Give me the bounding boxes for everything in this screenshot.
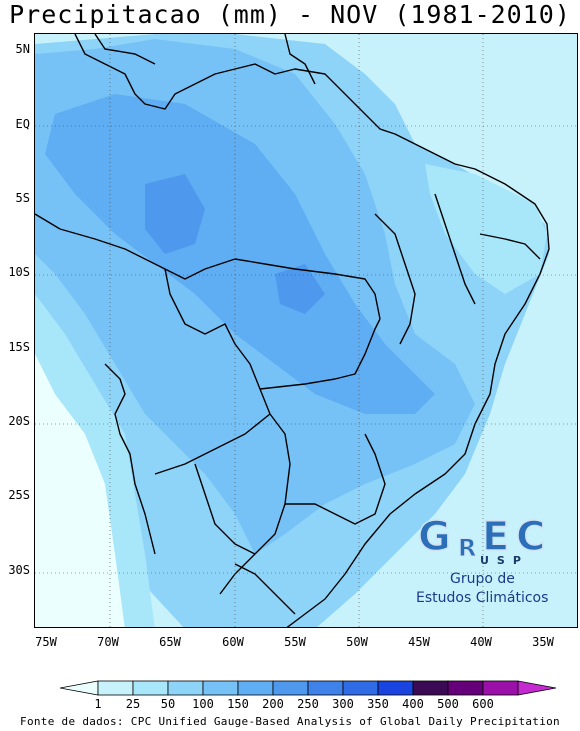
colorbar-swatch: [132, 680, 169, 696]
lon-label-60w: 60W: [222, 635, 244, 649]
map-canvas: [35, 34, 577, 627]
svg-text:R: R: [458, 534, 476, 562]
data-source: Fonte de dados: CPC Unified Gauge-Based …: [20, 715, 560, 728]
colorbar-level-label: 250: [297, 697, 319, 711]
lat-label-5n: 5N: [15, 42, 30, 56]
colorbar-level-label: 600: [472, 697, 494, 711]
lat-label-15s: 15S: [8, 340, 30, 354]
colorbar-level-label: 1: [94, 697, 102, 711]
graticule: [35, 34, 577, 627]
logo-usp: USP: [480, 554, 529, 567]
lon-label-75w: 75W: [35, 635, 57, 649]
lon-label-65w: 65W: [159, 635, 181, 649]
colorbar-level-label: 150: [227, 697, 249, 711]
map-title: Precipitacao (mm) - NOV (1981-2010): [9, 0, 571, 29]
colorbar-level-label: 25: [125, 697, 141, 711]
precip-region-max2: [275, 264, 325, 314]
lon-label-45w: 45W: [408, 635, 430, 649]
logo-line2: Estudos Climáticos: [416, 590, 549, 606]
logo-line1: Grupo de: [450, 571, 515, 587]
colorbar-swatch: [202, 680, 239, 696]
colorbar-arrow-low: [60, 680, 99, 696]
colorbar-level-label: 100: [192, 697, 214, 711]
colorbar-level-label: 500: [437, 697, 459, 711]
precip-region-core: [45, 94, 435, 414]
lat-label-30s: 30S: [8, 563, 30, 577]
grec-logo: G R E C USP Grupo de Estudos Climáticos: [416, 512, 556, 612]
colorbar-level-label: 350: [367, 697, 389, 711]
precipitation-map: [34, 33, 578, 628]
colorbar-arrow-high: [517, 680, 556, 696]
colorbar-level-label: 300: [332, 697, 354, 711]
colorbar-swatch: [447, 680, 484, 696]
svg-text:E: E: [482, 514, 509, 560]
grec-logo-mark: G R E C: [417, 513, 546, 562]
svg-text:G: G: [418, 514, 451, 560]
colorbar-swatch: [237, 680, 274, 696]
lon-label-35w: 35W: [532, 635, 554, 649]
lat-label-10s: 10S: [8, 265, 30, 279]
lon-label-55w: 55W: [284, 635, 306, 649]
lon-label-70w: 70W: [97, 635, 119, 649]
precip-region-andes-dry: [35, 354, 125, 627]
colorbar: [60, 680, 556, 696]
colorbar-level-label: 400: [402, 697, 424, 711]
colorbar-swatch: [482, 680, 519, 696]
colorbar-swatch: [342, 680, 379, 696]
precip-region-max: [145, 174, 205, 254]
colorbar-swatch: [272, 680, 309, 696]
colorbar-swatch: [97, 680, 134, 696]
colorbar-swatch: [412, 680, 449, 696]
colorbar-level-label: 50: [160, 697, 176, 711]
colorbar-level-label: 200: [262, 697, 284, 711]
lat-label-5s: 5S: [15, 191, 30, 205]
lat-label-eq: EQ: [15, 117, 30, 131]
lon-label-50w: 50W: [346, 635, 368, 649]
lon-label-40w: 40W: [470, 635, 492, 649]
colorbar-swatch: [377, 680, 414, 696]
lat-label-25s: 25S: [8, 488, 30, 502]
lat-label-20s: 20S: [8, 414, 30, 428]
svg-text:C: C: [516, 514, 545, 560]
precip-region-northeast-dry: [425, 164, 547, 294]
country-borders: [35, 34, 550, 627]
colorbar-swatch: [307, 680, 344, 696]
colorbar-swatch: [167, 680, 204, 696]
